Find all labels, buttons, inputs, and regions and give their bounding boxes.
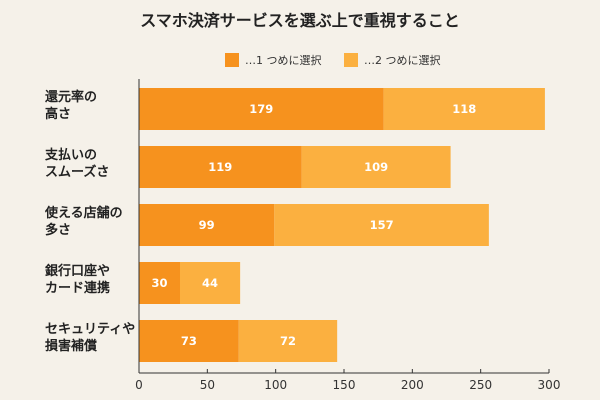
category-label: 銀行口座や [45,263,110,279]
bar-value-label: 119 [208,160,232,174]
category-labels: 還元率の高さ支払いのスムーズさ使える店舗の多さ銀行口座やカード連携セキュリティや… [44,89,135,354]
category-label: 高さ [45,106,71,122]
bar-area: 179 118 119 109 99 157 30 44 73 72 [139,88,545,362]
bar-value-label: 99 [199,218,215,232]
category-label: 使える店舗の [44,205,123,221]
bar-segment [180,262,241,304]
category-label: 損害補償 [45,338,98,354]
bar-segment [139,88,384,130]
chart-title: スマホ決済サービスを選ぶ上で重視すること [140,11,460,30]
bar-value-label: 109 [364,160,388,174]
bar-segment [139,262,180,304]
bar-value-label: 73 [181,334,197,348]
bar-value-label: 72 [280,334,296,348]
category-label: 多さ [45,222,71,238]
bar-segment [383,88,545,130]
legend-swatch [225,53,239,67]
chart-legend: …1 つめに選択 …2 つめに選択 [225,53,441,67]
x-axis: 0 50 100 150 200 250 300 [135,79,560,392]
bar-segment [139,146,302,188]
legend-label: …2 つめに選択 [364,53,441,67]
bar-value-label: 157 [370,218,394,232]
legend-swatch [344,53,358,67]
category-label: カード連携 [45,280,110,296]
bar-segment [301,146,451,188]
x-tick-label: 150 [333,378,356,392]
bar-segment [139,204,275,246]
x-tick-label: 200 [401,378,424,392]
category-label: スムーズさ [45,164,109,180]
x-tick-label: 100 [264,378,287,392]
bar-segment [238,320,338,362]
bar-value-label: 44 [202,276,218,290]
x-tick-label: 50 [200,378,215,392]
x-tick-label: 300 [538,378,561,392]
legend-label: …1 つめに選択 [245,53,322,67]
category-label: セキュリティや [45,322,135,337]
x-tick-label: 0 [135,378,143,392]
x-tick-label: 250 [469,378,492,392]
bar-segment [274,204,489,246]
bar-value-label: 179 [249,102,273,116]
bar-value-label: 30 [151,276,167,290]
bar-segment [139,320,239,362]
category-label: 還元率の [45,89,97,105]
bar-value-label: 118 [452,102,476,116]
category-label: 支払いの [44,147,97,163]
